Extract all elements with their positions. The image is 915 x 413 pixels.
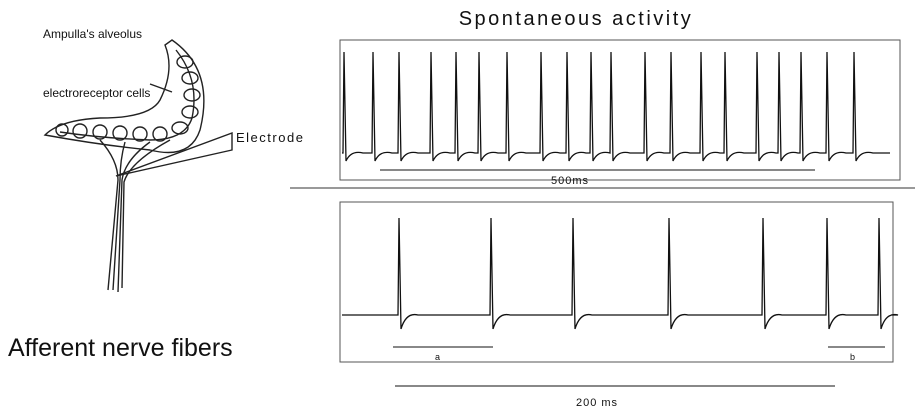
nerve-fibers xyxy=(99,139,171,293)
cell-layer xyxy=(59,49,195,141)
top-trace xyxy=(342,51,890,162)
bottom-trace xyxy=(342,217,899,330)
electrode xyxy=(115,131,233,177)
electrode-label: Electrode xyxy=(236,130,304,145)
nerve-label: Afferent nerve fibers xyxy=(8,334,233,362)
alveolus-label: Ampulla's alveolus xyxy=(43,27,142,41)
marker-a: a xyxy=(435,352,440,362)
cells-pointer xyxy=(149,83,173,93)
title: Spontaneous activity xyxy=(459,8,694,30)
cells xyxy=(55,55,201,142)
top-trace-frame xyxy=(339,39,901,181)
bottom-trace-frame xyxy=(339,201,894,363)
marker-b: b xyxy=(850,352,855,362)
ampulla-wall xyxy=(43,39,205,154)
top-scale-label: 500ms xyxy=(551,175,589,187)
bottom-scale-label: 200 ms xyxy=(576,397,618,409)
ampulla-drawing xyxy=(43,39,233,293)
cells-label: electroreceptor cells xyxy=(43,86,150,100)
